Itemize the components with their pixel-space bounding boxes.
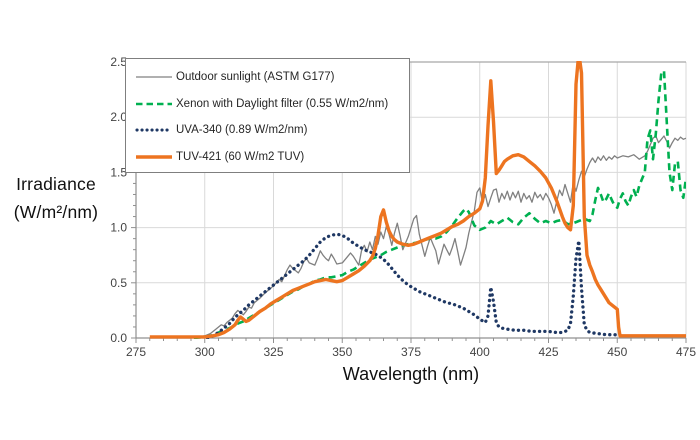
uva340-line-sample: [135, 128, 173, 132]
y-tick-label: 0.0: [110, 331, 127, 345]
tuv421-line-sample: [136, 155, 172, 159]
y-tick-label: 2.5: [110, 55, 127, 69]
legend-label-xenon: Xenon with Daylight filter (0.55 W/m2/nm…: [176, 97, 389, 110]
x-tick-label: 300: [195, 345, 215, 359]
legend-item-xenon: Xenon with Daylight filter (0.55 W/m2/nm…: [135, 91, 409, 118]
y-axis-title-line1: Irradiance: [16, 174, 96, 194]
legend-item-uva340: UVA-340 (0.89 W/m2/nm): [135, 117, 409, 144]
legend-item-outdoor-sunlight: Outdoor sunlight (ASTM G177): [135, 64, 409, 91]
x-tick-label: 450: [607, 345, 627, 359]
x-tick-label: 475: [676, 345, 696, 359]
y-axis-title-line2: (W/m²/nm): [13, 202, 99, 222]
xenon-line-sample: [136, 102, 172, 106]
sunlight-line-sample: [136, 76, 172, 78]
x-tick-label: 400: [470, 345, 490, 359]
x-axis-title: Wavelength (nm): [342, 364, 480, 384]
x-tick-label: 375: [401, 345, 421, 359]
legend-label-tuv421: TUV-421 (60 W/m2 TUV): [176, 150, 305, 163]
legend-label-uva340: UVA-340 (0.89 W/m2/nm): [176, 124, 308, 137]
y-tick-label: 2.0: [110, 110, 127, 124]
x-tick-label: 350: [332, 345, 352, 359]
y-axis-title: Irradiance (W/m²/nm): [0, 170, 112, 226]
series-line-tuv421: [149, 61, 686, 339]
series-line-uva340: [205, 232, 625, 339]
x-tick-label: 325: [263, 345, 283, 359]
x-tick-label: 275: [126, 345, 146, 359]
legend-label-outdoor-sunlight: Outdoor sunlight (ASTM G177): [176, 71, 335, 84]
legend-item-tuv421: TUV-421 (60 W/m2 TUV): [135, 144, 409, 171]
legend: Outdoor sunlight (ASTM G177) Xenon with …: [125, 58, 410, 173]
x-tick-label: 425: [538, 345, 558, 359]
y-tick-label: 1.5: [110, 165, 127, 179]
y-tick-label: 1.0: [110, 221, 127, 235]
y-tick-label: 0.5: [110, 276, 127, 290]
